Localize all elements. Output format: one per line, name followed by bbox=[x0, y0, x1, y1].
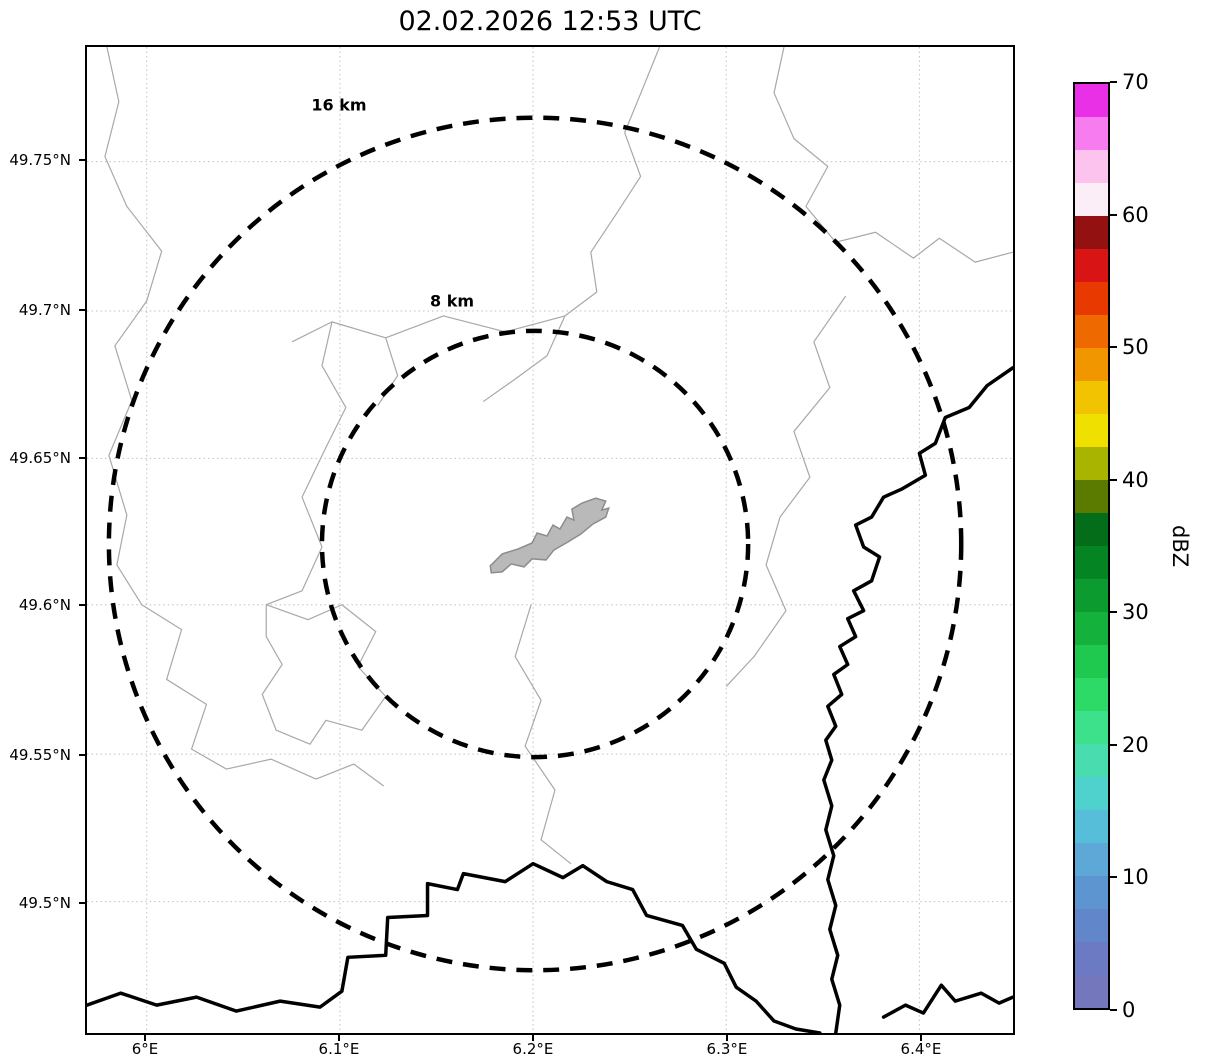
colorbar-tick-mark bbox=[1110, 81, 1117, 83]
y-tick-label: 49.75°N bbox=[9, 151, 71, 170]
colorbar-segment bbox=[1075, 249, 1108, 282]
colorbar-segment bbox=[1075, 414, 1108, 447]
colorbar-tick-mark bbox=[1110, 1009, 1117, 1011]
colorbar-axis-label: dBZ bbox=[1168, 524, 1192, 568]
colorbar-segment bbox=[1075, 282, 1108, 315]
colorbar-segment bbox=[1075, 678, 1108, 711]
x-tick-label: 6°E bbox=[131, 1040, 159, 1058]
colorbar-tick-label: 20 bbox=[1122, 732, 1149, 757]
colorbar-tick-label: 10 bbox=[1122, 865, 1149, 890]
colorbar bbox=[1073, 82, 1110, 1010]
colorbar-segment bbox=[1075, 942, 1108, 975]
colorbar-segment bbox=[1075, 744, 1108, 777]
colorbar-segment bbox=[1075, 150, 1108, 183]
colorbar-segment bbox=[1075, 612, 1108, 645]
x-tick-mark bbox=[143, 1035, 146, 1041]
y-tick-label: 49.5°N bbox=[18, 894, 71, 913]
colorbar-segment bbox=[1075, 381, 1108, 414]
colorbar-segment bbox=[1075, 711, 1108, 744]
admin-boundary-path bbox=[514, 604, 572, 865]
country-border-south-path bbox=[87, 861, 822, 1033]
range-ring-8km bbox=[319, 328, 751, 760]
colorbar-tick-label: 50 bbox=[1122, 335, 1149, 360]
x-tick-mark bbox=[531, 1035, 534, 1041]
colorbar-segment bbox=[1075, 513, 1108, 546]
colorbar-tick-mark bbox=[1110, 743, 1117, 746]
colorbar-segment bbox=[1075, 348, 1108, 382]
admin-boundary-path bbox=[266, 321, 347, 606]
colorbar-tick-label: 0 bbox=[1122, 998, 1136, 1022]
country-border-southeast-path bbox=[881, 983, 1013, 1019]
colorbar-tick-label: 40 bbox=[1122, 467, 1149, 492]
admin-boundary-path bbox=[377, 337, 399, 406]
y-tick-label: 49.6°N bbox=[18, 596, 71, 615]
colorbar-tick-mark bbox=[1110, 876, 1117, 879]
x-tick-label: 6.3°E bbox=[706, 1040, 748, 1058]
colorbar-tick-mark bbox=[1110, 346, 1117, 349]
x-tick-label: 6.2°E bbox=[512, 1040, 554, 1058]
colorbar-segment bbox=[1075, 975, 1108, 1008]
y-tick-mark bbox=[79, 754, 85, 757]
colorbar-segment bbox=[1075, 777, 1108, 810]
y-tick-label: 49.65°N bbox=[9, 449, 71, 468]
colorbar-segment bbox=[1075, 546, 1108, 579]
colorbar-tick-label: 70 bbox=[1122, 70, 1149, 94]
country-borders bbox=[87, 365, 1013, 1033]
y-tick-mark bbox=[79, 309, 85, 312]
colorbar-tick-label: 30 bbox=[1122, 600, 1149, 625]
colorbar-segments bbox=[1075, 84, 1108, 1008]
colorbar-tick-label: 60 bbox=[1122, 202, 1149, 227]
y-tick-label: 49.7°N bbox=[18, 301, 71, 320]
colorbar-tick-mark bbox=[1110, 478, 1117, 481]
colorbar-segment bbox=[1075, 183, 1108, 216]
colorbar-segment bbox=[1075, 117, 1108, 150]
admin-boundary-path bbox=[261, 604, 387, 745]
colorbar-segment bbox=[1075, 645, 1108, 678]
x-axis: 6°E 6.1°E 6.2°E 6.3°E 6.4°E bbox=[85, 1040, 1015, 1062]
admin-boundaries bbox=[104, 47, 1013, 865]
colorbar-segment bbox=[1075, 84, 1108, 117]
x-tick-mark bbox=[725, 1035, 728, 1041]
x-tick-mark bbox=[337, 1035, 340, 1041]
admin-boundary-path bbox=[104, 47, 385, 787]
map-canvas bbox=[87, 47, 1013, 1033]
range-rings bbox=[106, 115, 964, 973]
colorbar-segment bbox=[1075, 909, 1108, 942]
grid-lines bbox=[87, 47, 1013, 1033]
colorbar-segment bbox=[1075, 843, 1108, 876]
colorbar-tick-mark bbox=[1110, 213, 1117, 216]
admin-boundary-path bbox=[725, 295, 847, 687]
y-tick-label: 49.55°N bbox=[9, 746, 71, 765]
map-plot-area: 16 km 8 km bbox=[85, 45, 1015, 1035]
city-boundary-polygon bbox=[489, 497, 610, 574]
y-axis: 49.75°N 49.7°N 49.65°N 49.6°N 49.55°N 49.5°N bbox=[0, 45, 77, 1035]
range-ring-16km bbox=[106, 115, 964, 973]
y-tick-mark bbox=[79, 457, 85, 460]
y-tick-mark bbox=[79, 604, 85, 607]
country-border-river-path bbox=[822, 365, 1013, 1033]
admin-boundary-path bbox=[482, 315, 566, 403]
colorbar-segment bbox=[1075, 216, 1108, 249]
admin-boundary-path bbox=[773, 47, 1013, 263]
colorbar-segment bbox=[1075, 810, 1108, 843]
colorbar-segment bbox=[1075, 315, 1108, 348]
y-tick-mark bbox=[79, 159, 85, 162]
x-tick-label: 6.4°E bbox=[900, 1040, 942, 1058]
colorbar-tick-mark bbox=[1110, 611, 1117, 614]
colorbar-segment bbox=[1075, 579, 1108, 612]
x-tick-label: 6.1°E bbox=[318, 1040, 360, 1058]
plot-title: 02.02.2026 12:53 UTC bbox=[398, 6, 702, 37]
colorbar-segment bbox=[1075, 876, 1108, 909]
colorbar-segment bbox=[1075, 480, 1108, 513]
y-tick-mark bbox=[79, 902, 85, 905]
colorbar-tick-labels: 0 10 20 30 40 50 60 70 bbox=[1120, 70, 1168, 1022]
admin-boundary-path bbox=[291, 47, 661, 343]
colorbar-segment bbox=[1075, 447, 1108, 480]
x-tick-mark bbox=[919, 1035, 922, 1041]
